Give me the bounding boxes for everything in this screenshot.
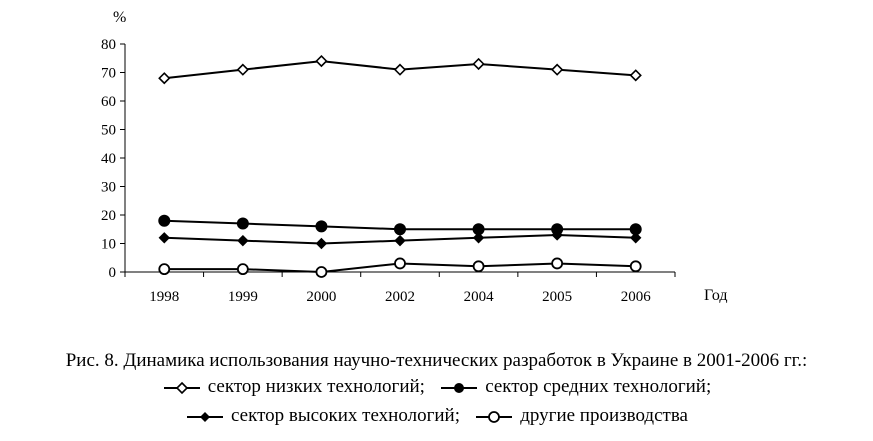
- legend-separator: ;: [705, 376, 712, 397]
- legend-label-low-tech: сектор низких технологий: [207, 376, 420, 397]
- data-point: [394, 257, 406, 270]
- data-point: [394, 234, 406, 247]
- x-tick-label: 1998: [149, 289, 179, 305]
- data-point: [472, 232, 485, 244]
- data-point: [629, 69, 642, 82]
- legend-item-high-tech: сектор высоких технологий;: [185, 405, 465, 426]
- y-tick-label: 0: [109, 265, 117, 281]
- legend-row-2: сектор высоких технологий; другие произв…: [0, 405, 873, 427]
- y-tick-label: 10: [101, 237, 116, 253]
- data-point: [629, 260, 642, 273]
- y-tick-label: 20: [101, 208, 116, 224]
- data-point: [158, 263, 171, 276]
- data-point: [315, 220, 328, 233]
- legend-separator: ;: [454, 405, 460, 426]
- x-tick-label: 2005: [542, 289, 572, 305]
- line-chart: % Год 0 10 20 30 40 50 60 70 80 1998 1999 2000 2002 2…: [101, 9, 728, 305]
- figure-caption: Рис. 8. Динамика использования научно-те…: [0, 350, 873, 372]
- diamond-filled-marker-icon: [186, 411, 223, 422]
- y-tick-label: 30: [101, 180, 116, 196]
- legend-label-other: другие производства: [520, 405, 688, 426]
- data-point: [158, 72, 171, 85]
- data-point: [630, 232, 642, 244]
- data-point: [472, 260, 485, 273]
- legend-label-mid-tech: сектор средних технологий: [485, 376, 706, 397]
- series-layer: [158, 54, 642, 278]
- y-tick-label: 60: [101, 94, 116, 110]
- circle-filled-marker-icon: [441, 382, 478, 393]
- y-tick-label: 80: [101, 37, 116, 53]
- data-point: [236, 263, 249, 276]
- legend-label-high-tech: сектор высоких технологий: [230, 405, 455, 426]
- data-point: [551, 229, 563, 241]
- data-point: [237, 234, 249, 247]
- data-point: [394, 223, 406, 236]
- data-point: [315, 54, 328, 68]
- data-point: [158, 232, 170, 244]
- data-point: [551, 63, 564, 76]
- y-tick-label: 40: [101, 151, 116, 167]
- legend-item-other: другие производства: [474, 405, 688, 426]
- circle-open-marker-icon: [476, 410, 513, 423]
- data-point: [551, 257, 564, 270]
- data-point: [393, 63, 407, 76]
- x-tick-label: 1999: [228, 289, 258, 305]
- legend-item-low-tech: сектор низких технологий;: [162, 376, 430, 397]
- data-point: [236, 63, 249, 76]
- legend-item-mid-tech: сектор средних технологий;: [439, 376, 711, 397]
- axes: 0 10 20 30 40 50 60 70 80 1998 1999 2000 2002 2004 200…: [101, 37, 676, 305]
- data-point: [158, 214, 171, 227]
- caption-title: Рис. 8. Динамика использования научно-те…: [65, 350, 808, 371]
- x-tick-label: 2004: [464, 289, 495, 305]
- y-tick-label: 50: [101, 123, 116, 139]
- data-point: [315, 266, 328, 278]
- data-point: [315, 237, 328, 250]
- diamond-open-marker-icon: [163, 381, 200, 394]
- x-tick-label: 2006: [621, 289, 652, 305]
- x-tick-label: 2000: [306, 289, 336, 305]
- y-axis-label: %: [113, 9, 126, 26]
- x-tick-label: 2002: [385, 289, 415, 305]
- x-axis-label: Год: [704, 287, 728, 304]
- legend-separator: ;: [419, 376, 425, 397]
- y-tick-label: 70: [101, 66, 116, 82]
- data-point: [236, 217, 249, 230]
- data-point: [472, 57, 485, 71]
- legend-row-1: сектор низких технологий; сектор средних…: [0, 376, 873, 398]
